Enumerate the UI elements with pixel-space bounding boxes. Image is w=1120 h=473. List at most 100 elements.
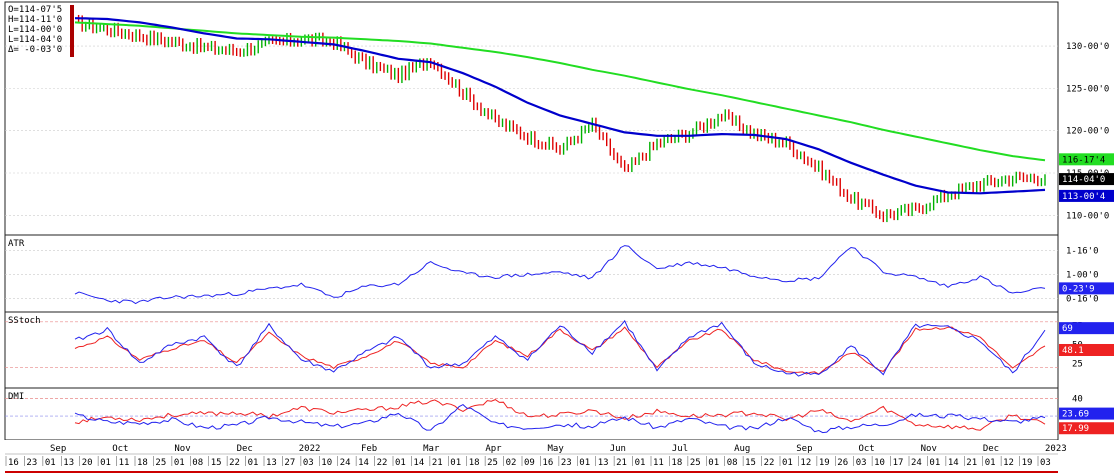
day-label: 23 bbox=[26, 458, 37, 468]
x-axis: Sep Oct Nov Dec 2022 Feb Mar Apr May Jun Jul Aug Sep… bbox=[0, 440, 1120, 473]
sstoch-panel bbox=[4, 311, 1059, 389]
readout-low: L=114-00'0 bbox=[8, 25, 62, 35]
value-tags: 116-17'4 114-04'0 113-00'4 0-23'9 69 48.1 23.6… bbox=[1059, 153, 1114, 435]
day-label: 01 bbox=[174, 458, 185, 468]
day-label: 08 bbox=[192, 458, 203, 468]
day-label: 23 bbox=[561, 458, 572, 468]
day-label: 03 bbox=[303, 458, 314, 468]
day-label: 13 bbox=[63, 458, 74, 468]
day-label: 13 bbox=[266, 458, 277, 468]
day-label: 18 bbox=[469, 458, 480, 468]
day-label: 12 bbox=[1003, 458, 1014, 468]
day-label: 14 bbox=[413, 458, 424, 468]
month-label: Sep bbox=[796, 444, 812, 454]
day-label: 14 bbox=[948, 458, 959, 468]
month-label: Feb bbox=[361, 444, 377, 454]
indicator-lines bbox=[74, 17, 1046, 434]
day-label: 14 bbox=[358, 458, 369, 468]
sstoch-k-line bbox=[74, 319, 1046, 377]
sstoch-d-tag: 48.1 bbox=[1062, 346, 1084, 356]
day-label: 25 bbox=[690, 458, 701, 468]
day-label: 19 bbox=[819, 458, 830, 468]
price-tick-label: 130-00'0 bbox=[1066, 42, 1109, 52]
dmi-title: DMI bbox=[8, 392, 24, 402]
day-label: 21 bbox=[432, 458, 443, 468]
day-label: 11 bbox=[119, 458, 130, 468]
month-label: 2022 bbox=[299, 444, 321, 454]
month-label: Aug bbox=[734, 444, 750, 454]
dmi-minus-tag: 23.69 bbox=[1062, 410, 1089, 420]
day-label: 03 bbox=[1040, 458, 1051, 468]
gridlines bbox=[5, 45, 1058, 417]
readout-change: Δ= -0-03'0 bbox=[8, 45, 62, 55]
day-label: 22 bbox=[229, 458, 240, 468]
month-label: Oct bbox=[858, 444, 874, 454]
day-label: 21 bbox=[616, 458, 627, 468]
atr-tick-label: 1-16'0 bbox=[1066, 247, 1099, 257]
ma-fast-tag-bg bbox=[1059, 189, 1114, 202]
day-label: 20 bbox=[82, 458, 93, 468]
ma-fast-line bbox=[74, 17, 1046, 195]
dmi-plus-tag-bg bbox=[1059, 422, 1114, 435]
atr-tag: 0-23'9 bbox=[1062, 284, 1095, 294]
atr-line bbox=[74, 245, 1046, 305]
ma-fast-tag: 113-00'4 bbox=[1062, 192, 1105, 202]
price-panel bbox=[4, 1, 1059, 236]
day-label: 01 bbox=[929, 458, 940, 468]
month-label: Jun bbox=[610, 444, 626, 454]
day-label: 15 bbox=[211, 458, 222, 468]
atr-title: ATR bbox=[8, 239, 25, 249]
month-label: Dec bbox=[237, 444, 253, 454]
day-label: 16 bbox=[542, 458, 553, 468]
day-label: 09 bbox=[524, 458, 535, 468]
readout-last: L=114-04'0 bbox=[8, 35, 62, 45]
day-label: 02 bbox=[506, 458, 517, 468]
day-label: 01 bbox=[985, 458, 996, 468]
month-label: Jul bbox=[672, 444, 688, 454]
month-label: Mar bbox=[423, 444, 440, 454]
dmi-plus-tag: 17.99 bbox=[1062, 424, 1089, 434]
day-label: 08 bbox=[727, 458, 738, 468]
day-label: 03 bbox=[856, 458, 867, 468]
close-tag: 114-04'0 bbox=[1062, 175, 1105, 185]
day-label: 15 bbox=[745, 458, 756, 468]
dmi-tick-label: 40 bbox=[1072, 395, 1083, 405]
month-label: Sep bbox=[50, 444, 66, 454]
atr-panel bbox=[4, 234, 1059, 313]
month-label: Dec bbox=[983, 444, 999, 454]
day-label: 01 bbox=[248, 458, 259, 468]
day-label: 01 bbox=[45, 458, 56, 468]
month-label: May bbox=[548, 444, 565, 454]
day-label: 16 bbox=[8, 458, 19, 468]
sstoch-k-tag: 69 bbox=[1062, 324, 1073, 334]
dmi-minus-line bbox=[74, 403, 1046, 434]
ohlc-readout: O=114-07'5 H=114-11'0 L=114-00'0 L=114-0… bbox=[8, 5, 62, 55]
day-label: 26 bbox=[837, 458, 848, 468]
day-label: 24 bbox=[911, 458, 922, 468]
sstoch-tick-label: 25 bbox=[1072, 360, 1083, 370]
day-label: 18 bbox=[671, 458, 682, 468]
day-label: 11 bbox=[653, 458, 664, 468]
day-label: 01 bbox=[395, 458, 406, 468]
day-label: 18 bbox=[137, 458, 148, 468]
day-label: 01 bbox=[100, 458, 111, 468]
day-label: 17 bbox=[893, 458, 904, 468]
atr-tick-label: 0-16'0 bbox=[1066, 294, 1099, 304]
price-tick-label: 125-00'0 bbox=[1066, 84, 1109, 94]
day-label: 10 bbox=[321, 458, 332, 468]
dmi-minus-tag-bg bbox=[1059, 407, 1114, 420]
day-label: 25 bbox=[487, 458, 498, 468]
day-label: 12 bbox=[800, 458, 811, 468]
month-label: 2023 bbox=[1045, 444, 1067, 454]
day-label: 01 bbox=[635, 458, 646, 468]
ma-slow-line bbox=[74, 21, 1046, 162]
day-label: 01 bbox=[782, 458, 793, 468]
month-label: Nov bbox=[174, 444, 190, 454]
day-label: 25 bbox=[155, 458, 166, 468]
sstoch-d-line bbox=[74, 326, 1046, 375]
atr-tag-bg bbox=[1059, 282, 1114, 295]
month-label: Oct bbox=[112, 444, 128, 454]
sstoch-d-tag-bg bbox=[1059, 343, 1114, 356]
sstoch-k-tag-bg bbox=[1059, 322, 1114, 335]
